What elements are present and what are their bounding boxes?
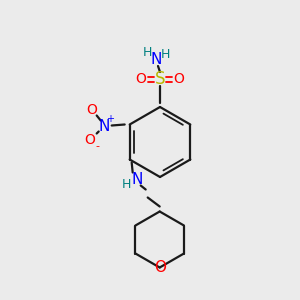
Text: -: - xyxy=(96,142,100,152)
Text: N: N xyxy=(131,172,142,187)
Text: S: S xyxy=(155,70,165,88)
Text: H: H xyxy=(142,46,152,59)
Text: O: O xyxy=(136,72,146,86)
Text: H: H xyxy=(122,178,131,191)
Text: N: N xyxy=(150,52,162,67)
Text: O: O xyxy=(86,103,97,118)
Text: H: H xyxy=(160,49,170,62)
Text: O: O xyxy=(174,72,184,86)
Text: N: N xyxy=(98,119,110,134)
Text: O: O xyxy=(84,134,95,148)
Text: +: + xyxy=(106,115,114,124)
Text: O: O xyxy=(154,260,166,275)
